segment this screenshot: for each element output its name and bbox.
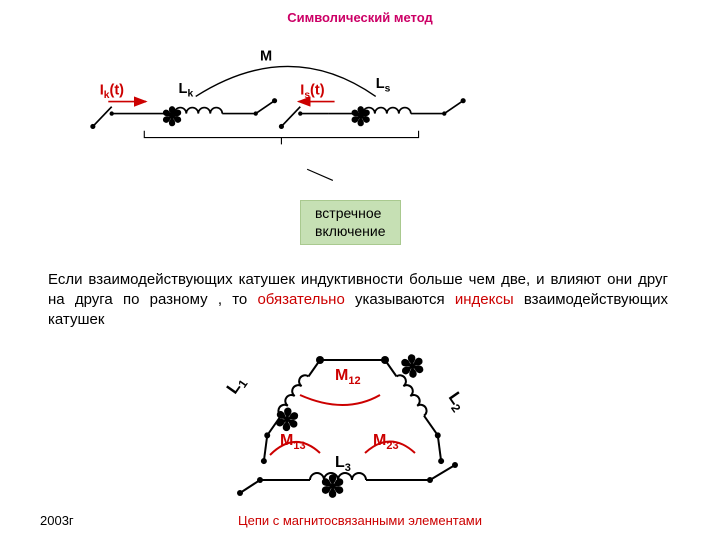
star-right: ✽: [350, 103, 372, 132]
page-header: Символический метод: [0, 10, 720, 25]
para-part2: обязательно: [257, 291, 344, 308]
label-ik: Ik(t): [100, 83, 124, 101]
label-m23: M23: [373, 432, 399, 452]
label-m13: M13: [280, 432, 306, 452]
label-lk: Lk: [179, 81, 194, 99]
para-part3: указываются: [345, 291, 455, 308]
para-part4: индексы: [455, 291, 514, 308]
label-ls: Ls: [376, 76, 391, 94]
body-paragraph: Если взаимодействующих катушек индуктивн…: [48, 270, 668, 329]
label-m12: M12: [335, 367, 361, 387]
star-left: ✽: [161, 103, 183, 132]
mutual-arc-m: [196, 66, 376, 96]
label-m: M: [260, 48, 272, 64]
coupling-arc-m12: [300, 395, 380, 405]
star-l2: ✽: [390, 347, 431, 387]
label-box: встречное включение: [300, 200, 401, 245]
label-l2: L2: [442, 388, 470, 415]
diagram-bottom: ✽ ✽ ✽: [180, 345, 540, 505]
star-l3: ✽: [320, 471, 345, 504]
arm-l1: ✽: [246, 355, 341, 471]
underbrace: [144, 131, 418, 145]
leader-line: [307, 169, 333, 180]
page: Символический метод ✽: [0, 0, 720, 540]
diagram-top: ✽ Ik(t) Lk ✽ I: [60, 45, 520, 165]
label-l1: L1: [223, 372, 251, 399]
right-branch: ✽ Is(t) Ls: [279, 76, 466, 132]
label-box-line2: включение: [315, 223, 386, 239]
left-branch: ✽ Ik(t) Lk: [90, 81, 277, 132]
label-is: Is(t): [300, 83, 324, 101]
label-box-line1: встречное: [315, 205, 381, 221]
footer-title: Цепи с магнитосвязанными элементами: [0, 513, 720, 528]
